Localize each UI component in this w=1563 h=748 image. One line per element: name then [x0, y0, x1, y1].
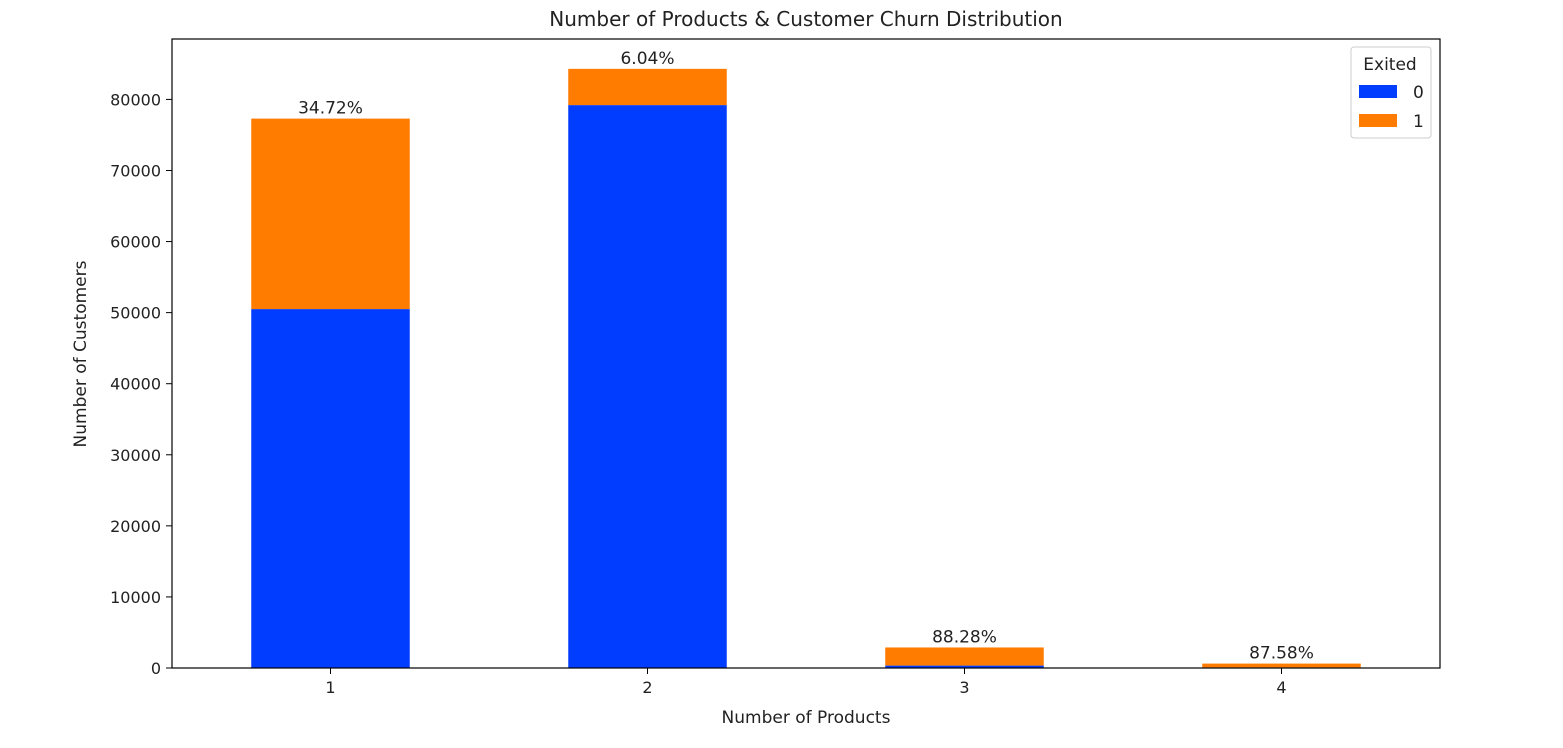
legend-swatch-1 — [1359, 114, 1397, 127]
bar-2-exited-1 — [568, 68, 727, 106]
bar-1-exited-0 — [251, 309, 410, 668]
legend-swatch-0 — [1359, 85, 1397, 98]
x-tick-label-2: 2 — [642, 678, 652, 697]
y-tick-label-70000: 70000 — [110, 161, 161, 180]
y-tick-label-60000: 60000 — [110, 233, 161, 252]
legend-label-1: 1 — [1413, 112, 1424, 132]
bar-3-exited-0 — [885, 665, 1044, 668]
x-tick-label-4: 4 — [1276, 678, 1286, 697]
bar-2-exited-0 — [568, 105, 727, 668]
x-tick-label-3: 3 — [959, 678, 969, 697]
bar-1-exited-1 — [251, 118, 410, 310]
y-tick-label-10000: 10000 — [110, 588, 161, 607]
chart-title: Number of Products & Customer Churn Dist… — [549, 7, 1062, 31]
x-axis-label: Number of Products — [722, 708, 891, 728]
y-axis: 0 10000 20000 30000 40000 50000 60000 70000 8000… — [110, 90, 172, 678]
bar-4-exited-1 — [1202, 663, 1361, 668]
y-tick-label-50000: 50000 — [110, 304, 161, 323]
y-tick-label-80000: 80000 — [110, 90, 161, 109]
bar-label-4: 87.58% — [1249, 644, 1314, 664]
y-tick-label-0: 0 — [151, 659, 161, 678]
bar-label-3: 88.28% — [932, 627, 997, 647]
bar-label-1: 34.72% — [298, 99, 363, 119]
legend-label-0: 0 — [1413, 83, 1424, 103]
plot-area-frame — [171, 38, 1441, 669]
bar-labels-layer: 34.72% 6.04% 88.28% 87.58% — [298, 49, 1314, 664]
legend: Exited 0 1 — [1350, 46, 1432, 139]
legend-title: Exited — [1363, 55, 1416, 75]
y-axis-label: Number of Customers — [71, 260, 91, 447]
bar-3-exited-1 — [885, 647, 1044, 666]
x-axis: 1 2 3 4 — [325, 668, 1287, 697]
y-tick-label-40000: 40000 — [110, 375, 161, 394]
x-tick-label-1: 1 — [325, 678, 335, 697]
bars-layer — [251, 68, 1361, 668]
y-tick-label-20000: 20000 — [110, 517, 161, 536]
bar-label-2: 6.04% — [620, 49, 674, 69]
y-tick-label-30000: 30000 — [110, 446, 161, 465]
